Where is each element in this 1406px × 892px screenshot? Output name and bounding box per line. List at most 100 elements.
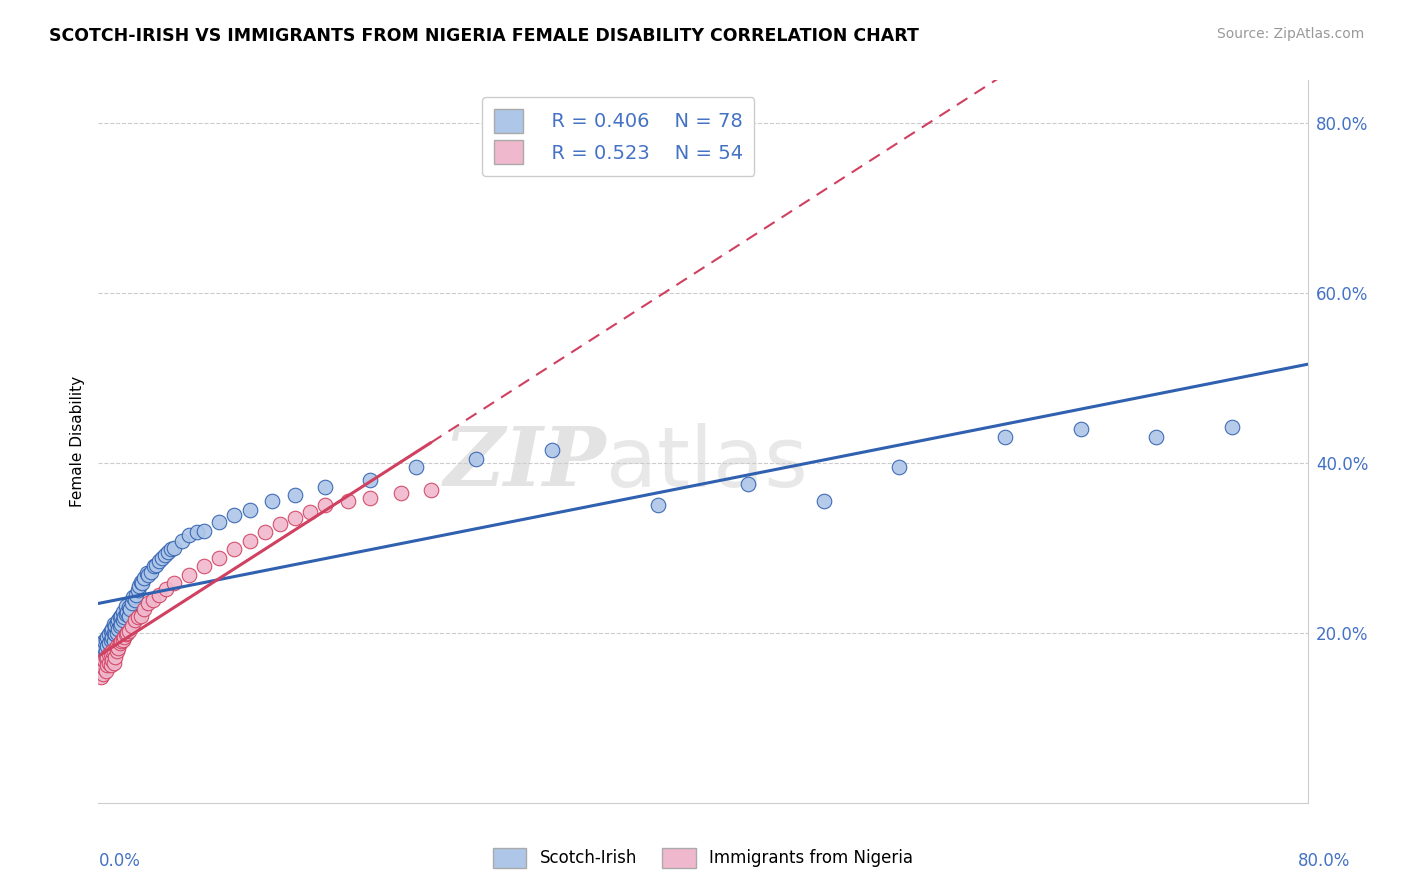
Point (110, 617, 132, 632)
Point (103, 634, 125, 648)
Point (193, 559, 215, 574)
Point (121, 596, 143, 610)
Point (105, 615, 128, 630)
Point (239, 533, 262, 548)
Point (121, 619, 143, 633)
Point (118, 608, 141, 623)
Point (96, 658, 118, 673)
Point (94, 664, 117, 678)
Point (100, 624, 122, 639)
Point (114, 599, 136, 613)
Y-axis label: Female Disability: Female Disability (69, 376, 84, 508)
Point (90, 647, 112, 661)
Point (103, 617, 125, 632)
Point (107, 622, 129, 636)
Point (253, 525, 276, 540)
Point (314, 498, 336, 512)
Text: SCOTCH-IRISH VS IMMIGRANTS FROM NIGERIA FEMALE DISABILITY CORRELATION CHART: SCOTCH-IRISH VS IMMIGRANTS FROM NIGERIA … (49, 27, 920, 45)
Point (100, 658, 122, 673)
Point (105, 644, 128, 658)
Point (135, 566, 157, 581)
Point (142, 593, 165, 607)
Point (465, 451, 488, 466)
Point (299, 505, 322, 519)
Point (224, 542, 246, 557)
Point (360, 473, 382, 487)
Point (127, 610, 149, 624)
Point (91, 642, 114, 657)
Point (96, 630, 118, 644)
Point (115, 605, 138, 619)
Point (155, 582, 177, 596)
Text: 0.0%: 0.0% (98, 852, 141, 870)
Point (224, 508, 246, 523)
Point (98, 627, 121, 641)
Point (136, 568, 159, 582)
Legend: Scotch-Irish, Immigrants from Nigeria: Scotch-Irish, Immigrants from Nigeria (486, 841, 920, 875)
Point (101, 653, 124, 667)
Point (163, 541, 186, 555)
Point (101, 622, 124, 636)
Point (994, 430, 1017, 444)
Point (115, 625, 138, 640)
Point (129, 574, 152, 589)
Text: atlas: atlas (606, 423, 808, 504)
Point (405, 460, 427, 475)
Point (127, 583, 149, 598)
Point (93, 641, 115, 656)
Point (160, 542, 183, 557)
Point (143, 559, 166, 574)
Point (96, 649, 118, 664)
Point (132, 570, 155, 584)
Point (111, 613, 134, 627)
Point (93, 634, 115, 648)
Point (100, 632, 122, 647)
Point (389, 485, 412, 500)
Point (156, 545, 179, 559)
Text: ZIP: ZIP (444, 423, 606, 503)
Point (110, 634, 132, 648)
Point (136, 596, 159, 610)
Point (128, 579, 150, 593)
Point (96, 639, 118, 653)
Point (1070, 422, 1092, 436)
Point (101, 630, 124, 644)
Point (93, 661, 115, 675)
Point (208, 551, 231, 566)
Point (208, 516, 231, 530)
Point (94, 644, 117, 658)
Point (284, 511, 307, 525)
Point (90, 670, 112, 684)
Point (145, 558, 167, 572)
Point (737, 477, 759, 491)
Point (108, 610, 131, 624)
Point (148, 553, 170, 567)
Point (129, 608, 152, 623)
Point (889, 460, 911, 475)
Point (94, 651, 117, 665)
Point (314, 480, 336, 494)
Point (120, 602, 142, 616)
Point (1220, 420, 1243, 434)
Point (114, 607, 136, 621)
Point (118, 600, 141, 615)
Point (104, 649, 127, 664)
Point (91, 656, 114, 670)
Point (262, 494, 284, 508)
Point (122, 590, 145, 604)
Point (124, 613, 146, 627)
Point (108, 619, 131, 633)
Point (1144, 430, 1167, 444)
Point (336, 494, 359, 508)
Point (813, 494, 835, 508)
Point (108, 636, 131, 650)
Point (112, 610, 135, 624)
Point (114, 627, 136, 641)
Point (124, 593, 146, 607)
Point (118, 624, 141, 639)
Point (111, 632, 134, 647)
Point (98, 647, 121, 661)
Point (103, 625, 125, 640)
Point (98, 636, 121, 650)
Point (179, 568, 201, 582)
